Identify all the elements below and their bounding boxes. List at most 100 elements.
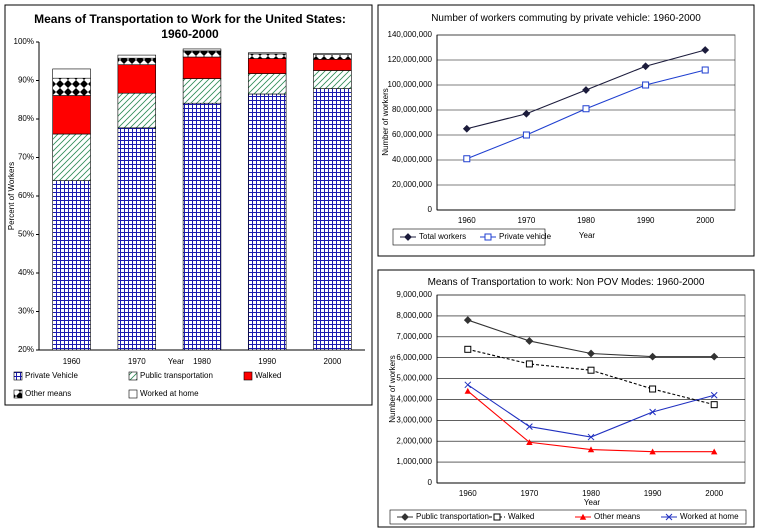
bar-segment — [117, 127, 157, 351]
chart-title: Means of Transportation to work: Non POV… — [427, 277, 705, 288]
bar-segment — [247, 53, 287, 59]
y-axis-label: Number of workers — [388, 355, 397, 423]
x-tick-label: 1980 — [577, 216, 595, 225]
bar-segment — [313, 59, 352, 71]
legend-swatch — [128, 389, 138, 399]
data-point — [642, 81, 650, 89]
x-tick-label: 1990 — [258, 357, 276, 366]
x-tick-label: 1990 — [644, 489, 662, 498]
bar-segment — [52, 133, 91, 181]
y-tick-label: 140,000,000 — [388, 30, 433, 39]
legend-label: Public transportation — [140, 371, 213, 380]
data-point — [587, 349, 595, 358]
x-tick-label: 1980 — [193, 357, 211, 366]
legend-label: Walked — [508, 512, 534, 521]
legend-box — [389, 509, 747, 525]
bar-segment — [313, 54, 352, 60]
bar-segment — [313, 53, 352, 56]
data-point — [711, 448, 718, 455]
bar-segment — [117, 57, 157, 66]
y-axis-label: Percent of Workers — [7, 162, 16, 230]
y-tick-label: 100,000,000 — [388, 80, 433, 89]
bar-segment — [182, 50, 222, 58]
bar-segment — [117, 54, 157, 59]
data-point — [464, 387, 471, 394]
x-tick-label: 1960 — [63, 357, 81, 366]
bar-segment — [117, 92, 157, 129]
x-tick-label: 2000 — [705, 489, 723, 498]
chart-title: Number of workers commuting by private v… — [431, 13, 701, 24]
bar-segment — [52, 95, 91, 135]
legend-label: Public transportation — [416, 512, 489, 521]
data-point — [710, 391, 718, 399]
legend-box — [6, 366, 371, 404]
y-tick-label: 40% — [18, 268, 34, 277]
bar-segment — [52, 180, 91, 351]
x-tick-label: 1970 — [518, 216, 536, 225]
y-axis-label: Number of workers — [381, 88, 390, 156]
legend-swatch — [243, 371, 253, 381]
legend-label: Worked at home — [140, 389, 199, 398]
y-tick-label: 20% — [18, 345, 34, 354]
x-tick-label: 1970 — [128, 357, 146, 366]
legend-label: Other means — [25, 389, 71, 398]
x-tick-label: 2000 — [696, 216, 714, 225]
data-point — [701, 46, 710, 54]
x-axis-label: Year — [168, 357, 185, 366]
bar-segment — [52, 68, 91, 79]
y-tick-label: 0 — [428, 205, 433, 214]
bar-segment — [117, 64, 157, 94]
line — [466, 69, 706, 160]
legend-label: Private vehicle — [499, 232, 552, 241]
legend-label: Worked at home — [680, 512, 739, 521]
x-axis-label: Year — [584, 498, 601, 507]
legend-marker — [493, 513, 501, 521]
legend-label: Total workers — [419, 232, 466, 241]
legend-label: Walked — [255, 371, 281, 380]
data-point — [701, 66, 709, 74]
data-point — [526, 423, 533, 430]
legend-swatch — [13, 371, 23, 381]
chart-frame — [377, 269, 755, 528]
bar-segment — [247, 58, 287, 74]
data-point — [463, 155, 471, 163]
data-point — [582, 105, 590, 113]
plot-area — [436, 294, 746, 484]
y-tick-label: 30% — [18, 307, 34, 316]
data-point — [648, 352, 657, 361]
y-tick-label: 50% — [18, 230, 34, 239]
data-point — [464, 381, 472, 389]
x-tick-label: 1990 — [637, 216, 655, 225]
y-tick-label: 0 — [428, 478, 433, 487]
y-tick-label: 40,000,000 — [392, 155, 433, 164]
y-tick-label: 3,000,000 — [396, 415, 432, 424]
y-tick-label: 60,000,000 — [392, 130, 433, 139]
y-tick-label: 9,000,000 — [396, 290, 432, 299]
chart-title: Means of Transportation to Work for the … — [34, 12, 346, 41]
x-tick-label: 2000 — [324, 357, 342, 366]
data-point — [710, 401, 718, 409]
legend-swatch — [128, 371, 138, 381]
data-point — [522, 131, 530, 139]
data-point — [525, 360, 533, 368]
legend-marker — [665, 513, 673, 521]
data-point — [462, 124, 471, 133]
data-point — [649, 408, 656, 416]
plot-area — [436, 34, 736, 211]
y-tick-label: 20,000,000 — [392, 180, 433, 189]
data-point — [587, 366, 595, 374]
legend-marker — [484, 233, 492, 241]
data-point — [587, 433, 595, 441]
x-tick-label: 1980 — [582, 489, 600, 498]
y-tick-label: 90% — [18, 76, 34, 85]
y-tick-label: 7,000,000 — [396, 332, 432, 341]
y-tick-label: 70% — [18, 153, 34, 162]
y-tick-label: 5,000,000 — [396, 374, 432, 383]
chart-frame — [377, 4, 755, 257]
y-tick-label: 4,000,000 — [396, 395, 432, 404]
y-tick-label: 100% — [14, 37, 34, 46]
bar-segment — [182, 102, 222, 351]
y-tick-label: 8,000,000 — [396, 311, 432, 320]
